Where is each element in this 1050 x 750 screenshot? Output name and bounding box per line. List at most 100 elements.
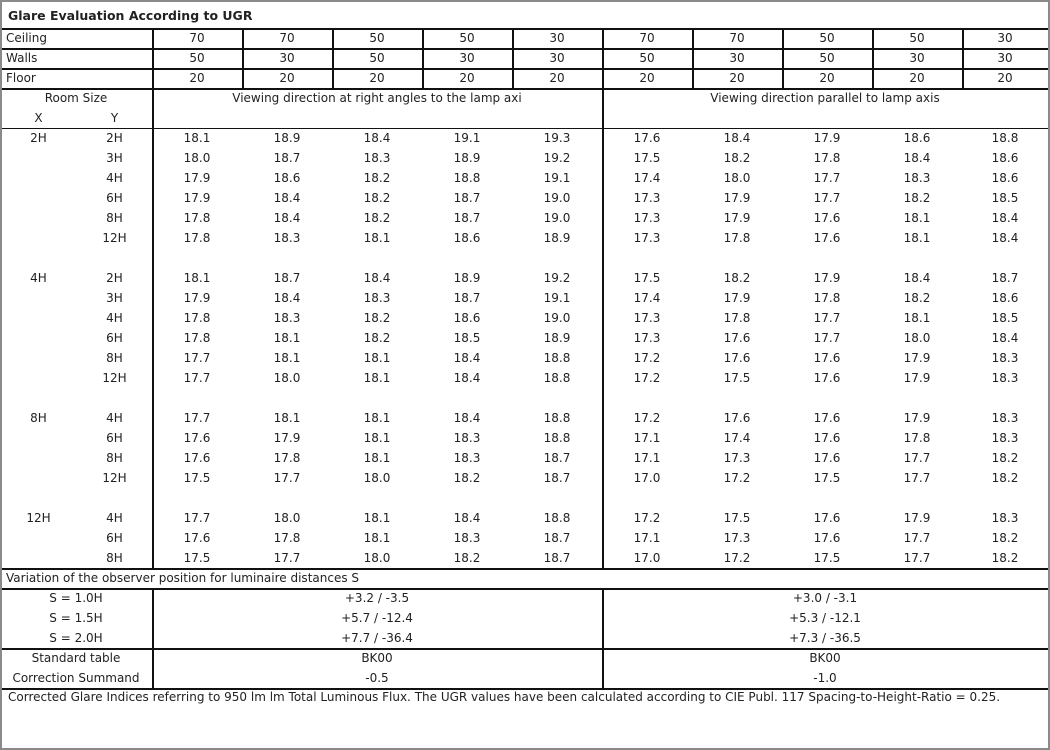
divider (782, 48, 784, 68)
ugr-value: 18.7 (543, 451, 571, 465)
reflectance-value: 70 (279, 31, 295, 45)
variation-right-angles: +5.7 / -12.4 (341, 611, 413, 625)
ugr-value: 17.8 (183, 211, 211, 225)
ugr-value: 18.2 (723, 271, 751, 285)
ugr-value: 17.5 (633, 271, 661, 285)
ugr-value: 18.3 (991, 511, 1019, 525)
ugr-value: 17.8 (813, 291, 841, 305)
ugr-value: 18.7 (273, 271, 301, 285)
divider (2, 68, 1048, 70)
divider (152, 88, 154, 568)
reflectance-value: 30 (549, 51, 565, 65)
ugr-value: 17.6 (813, 231, 841, 245)
variation-label: S = 1.0H (49, 591, 103, 605)
ugr-value: 17.7 (813, 171, 841, 185)
ugr-value: 18.4 (991, 231, 1019, 245)
ugr-value: 17.9 (903, 511, 931, 525)
ugr-value: 18.8 (543, 411, 571, 425)
reflectance-value: 70 (639, 31, 655, 45)
ugr-value: 17.3 (633, 191, 661, 205)
room-y: 8H (106, 451, 123, 465)
ugr-value: 17.8 (723, 311, 751, 325)
ugr-value: 18.1 (183, 131, 211, 145)
divider (332, 28, 334, 48)
ugr-value: 18.0 (363, 551, 391, 565)
room-size-header: Room Size (44, 91, 108, 105)
divider (242, 68, 244, 88)
ugr-value: 18.1 (363, 351, 391, 365)
ugr-value: 17.7 (273, 471, 301, 485)
ugr-value: 18.4 (723, 131, 751, 145)
ugr-value: 18.3 (453, 431, 481, 445)
room-y: 2H (106, 271, 123, 285)
reflectance-value: 30 (997, 51, 1013, 65)
ugr-value: 17.0 (633, 551, 661, 565)
ugr-value: 17.3 (633, 231, 661, 245)
divider (152, 48, 154, 68)
ugr-value: 18.2 (991, 551, 1019, 565)
ugr-value: 18.8 (543, 351, 571, 365)
reflectance-value: 30 (909, 51, 925, 65)
variation-label: S = 2.0H (49, 631, 103, 645)
ugr-value: 17.5 (633, 151, 661, 165)
correction-summand-label: Correction Summand (12, 671, 140, 685)
ugr-value: 17.6 (813, 351, 841, 365)
ugr-value: 17.2 (633, 511, 661, 525)
ugr-value: 18.8 (543, 511, 571, 525)
reflectance-value: 50 (819, 51, 835, 65)
divider (2, 568, 1048, 570)
reflectance-value: 50 (819, 31, 835, 45)
ugr-value: 17.7 (183, 351, 211, 365)
ugr-value: 19.0 (543, 191, 571, 205)
ugr-value: 17.2 (633, 371, 661, 385)
room-y: 4H (106, 511, 123, 525)
room-y: 12H (102, 471, 127, 485)
ugr-value: 17.9 (273, 431, 301, 445)
ugr-value: 18.6 (991, 171, 1019, 185)
divider (242, 28, 244, 48)
ugr-value: 18.8 (453, 171, 481, 185)
ugr-value: 18.3 (453, 451, 481, 465)
variation-heading: Variation of the observer position for l… (6, 571, 360, 585)
ugr-value: 17.6 (183, 451, 211, 465)
reflectance-value: 50 (459, 31, 475, 45)
ugr-value: 17.9 (813, 271, 841, 285)
ugr-value: 17.7 (813, 191, 841, 205)
room-y: 6H (106, 431, 123, 445)
divider (782, 28, 784, 48)
ugr-value: 19.1 (543, 171, 571, 185)
ugr-value: 18.2 (723, 151, 751, 165)
ugr-value: 18.3 (991, 351, 1019, 365)
ugr-value: 18.4 (273, 191, 301, 205)
ugr-value: 18.6 (903, 131, 931, 145)
ugr-value: 18.8 (991, 131, 1019, 145)
reflectance-value: 20 (279, 71, 295, 85)
ugr-value: 17.8 (813, 151, 841, 165)
ugr-value: 18.5 (991, 311, 1019, 325)
reflectance-value: 20 (997, 71, 1013, 85)
ugr-value: 17.8 (903, 431, 931, 445)
ugr-value: 18.9 (543, 331, 571, 345)
divider (692, 28, 694, 48)
reflectance-value: 30 (279, 51, 295, 65)
ugr-value: 18.2 (991, 451, 1019, 465)
divider (422, 48, 424, 68)
ugr-value: 17.9 (723, 211, 751, 225)
ugr-value: 17.7 (813, 331, 841, 345)
room-y: 4H (106, 411, 123, 425)
ugr-value: 18.1 (273, 351, 301, 365)
ugr-value: 17.8 (183, 311, 211, 325)
ugr-value: 19.3 (543, 131, 571, 145)
divider (2, 88, 1048, 90)
ugr-value: 17.6 (813, 411, 841, 425)
divider (872, 28, 874, 48)
ugr-value: 19.0 (543, 311, 571, 325)
ugr-value: 18.6 (991, 151, 1019, 165)
ugr-value: 18.1 (903, 231, 931, 245)
ugr-value: 17.6 (723, 411, 751, 425)
standard-table-parallel: BK00 (809, 651, 841, 665)
ugr-value: 17.6 (813, 531, 841, 545)
reflectance-value: 20 (909, 71, 925, 85)
reflectance-value: 70 (189, 31, 205, 45)
ugr-value: 18.2 (363, 191, 391, 205)
